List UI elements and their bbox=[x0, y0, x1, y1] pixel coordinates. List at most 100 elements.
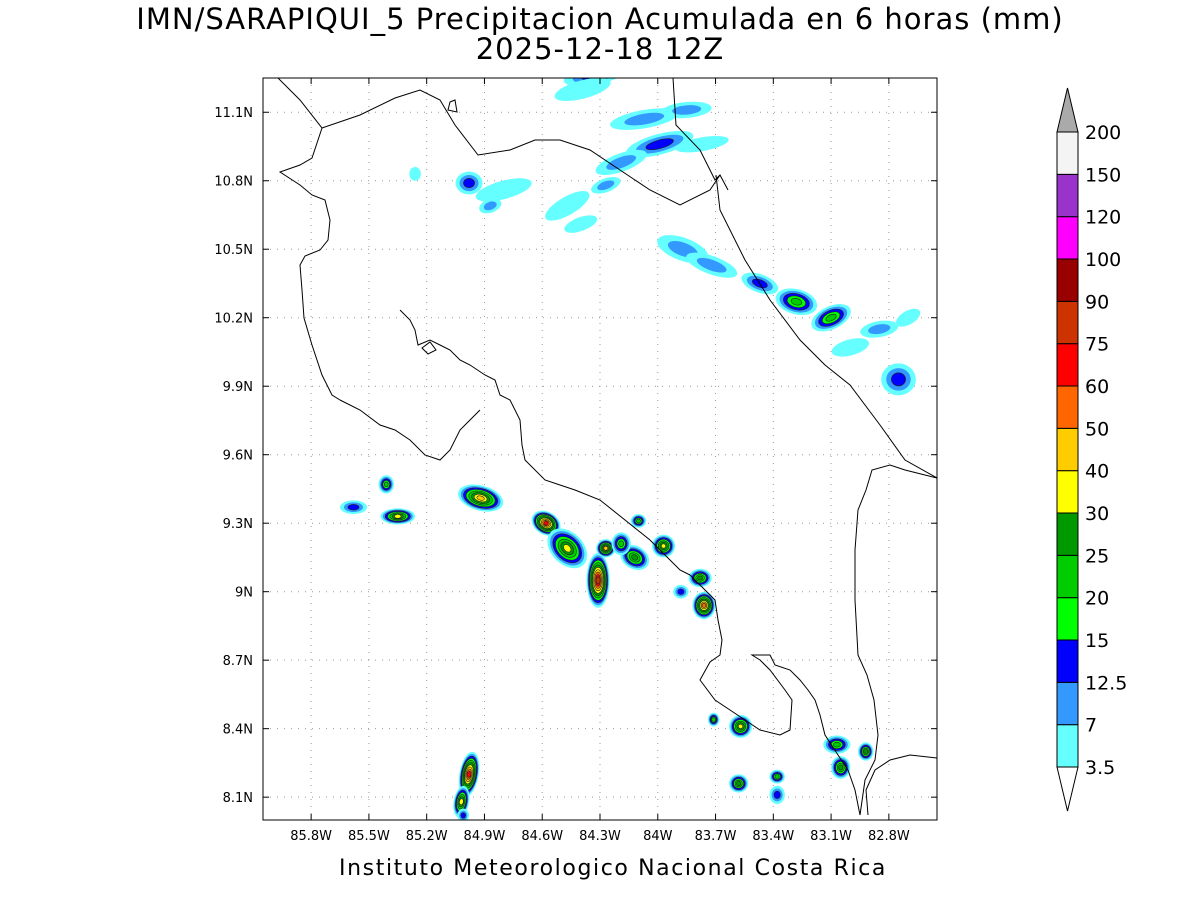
precip-contour bbox=[347, 504, 360, 511]
coastlines-and-borders bbox=[277, 78, 937, 816]
precip-cell bbox=[455, 171, 483, 195]
precip-cell bbox=[564, 215, 598, 233]
precip-contour bbox=[476, 495, 485, 501]
precip-cell bbox=[531, 510, 561, 536]
precip-contour bbox=[459, 798, 464, 806]
precip-cell bbox=[673, 584, 689, 599]
lat-tick-label: 8.7N bbox=[223, 654, 253, 669]
precip-cell bbox=[651, 534, 676, 558]
lon-tick-label: 83.1W bbox=[810, 829, 852, 844]
coastline-nicaragua-caribbean bbox=[672, 78, 729, 191]
colorbar-label: 7 bbox=[1085, 715, 1097, 737]
colorbar-label: 75 bbox=[1085, 334, 1109, 356]
precip-cell bbox=[729, 714, 753, 738]
precip-cell bbox=[686, 252, 738, 278]
precip-cell bbox=[378, 475, 394, 494]
colorbar-label: 15 bbox=[1085, 630, 1109, 652]
precip-contour bbox=[833, 741, 841, 748]
precip-contour bbox=[597, 180, 615, 191]
precip-contour bbox=[790, 297, 803, 306]
lat-tick-label: 8.1N bbox=[223, 791, 253, 806]
precip-contour bbox=[595, 576, 601, 584]
precip-contour bbox=[563, 544, 572, 553]
precip-cell bbox=[554, 78, 611, 101]
precip-cell bbox=[630, 514, 647, 528]
precip-contour bbox=[672, 105, 702, 115]
lon-tick-label: 84W bbox=[643, 829, 673, 844]
colorbar-swatch bbox=[1056, 343, 1079, 387]
lat-tick-label: 8.4N bbox=[223, 723, 253, 738]
precip-cell bbox=[895, 308, 921, 327]
lat-tick-label: 10.8N bbox=[214, 175, 253, 190]
border-nicaragua-costa-rica bbox=[321, 89, 721, 206]
coastline-nicaragua-pacific bbox=[277, 78, 341, 401]
island-gulf-nicoya bbox=[421, 341, 437, 355]
precip-contour bbox=[618, 540, 624, 548]
colorbar-label: 3.5 bbox=[1085, 757, 1115, 779]
precip-contour bbox=[831, 338, 870, 357]
lat-tick-label: 11.1N bbox=[214, 106, 253, 121]
precip-contour bbox=[675, 135, 729, 153]
colorbar-swatch bbox=[1056, 173, 1079, 218]
precip-contour bbox=[696, 257, 727, 273]
precip-contour bbox=[661, 543, 667, 549]
coastline-gulf-nicoya bbox=[399, 309, 691, 576]
precip-cell bbox=[769, 785, 785, 805]
precip-cell bbox=[591, 176, 621, 194]
lat-tick-label: 10.2N bbox=[214, 312, 253, 327]
precip-cell bbox=[458, 484, 504, 512]
colorbar-swatch bbox=[1056, 131, 1079, 175]
map-gridlines bbox=[263, 78, 937, 820]
colorbar-over-triangle bbox=[1056, 87, 1079, 133]
precip-contour bbox=[868, 324, 891, 335]
precip-contour bbox=[697, 575, 703, 581]
coastline-costa-rica-caribbean bbox=[715, 174, 937, 479]
colorbar-label: 200 bbox=[1085, 122, 1121, 144]
colorbar: 3.5 7 12.5 15 20 25 30 40 50 60 75 90 100 120 150 200 bbox=[1056, 87, 1127, 812]
precip-cell bbox=[458, 751, 480, 797]
precip-contour bbox=[463, 178, 475, 189]
precip-contour bbox=[409, 167, 421, 181]
precip-cell bbox=[860, 320, 899, 338]
precip-contour bbox=[825, 313, 837, 322]
precip-cell bbox=[769, 769, 785, 784]
coastline-pacific-south bbox=[689, 574, 861, 816]
axis-ticks: 85.8W 85.5W 85.2W 84.9W 84.6W 84.3W 84W 83.7W 83… bbox=[214, 78, 937, 844]
precip-cell bbox=[692, 591, 716, 620]
precip-contour bbox=[383, 481, 389, 488]
colorbar-swatch bbox=[1056, 216, 1079, 260]
precip-contour bbox=[895, 308, 921, 327]
lat-tick-label: 10.5N bbox=[214, 243, 253, 258]
colorbar-label: 20 bbox=[1085, 588, 1109, 610]
colorbar-label: 30 bbox=[1085, 503, 1109, 525]
lon-tick-label: 85.5W bbox=[348, 829, 390, 844]
colorbar-swatch bbox=[1056, 597, 1079, 641]
colorbar-swatch bbox=[1056, 470, 1079, 514]
credit-text: Instituto Meteorologico Nacional Costa R… bbox=[339, 856, 887, 881]
precip-cell bbox=[831, 756, 851, 779]
colorbar-swatch bbox=[1056, 554, 1079, 599]
map-datetime: 2025-12-18 12Z bbox=[475, 32, 725, 66]
precip-contour bbox=[543, 520, 549, 526]
precip-cell bbox=[586, 552, 610, 608]
precip-contour bbox=[738, 723, 744, 729]
precip-cell bbox=[881, 363, 916, 396]
island-lake-nicaragua bbox=[447, 99, 458, 113]
precip-contour bbox=[483, 201, 497, 211]
map-title: IMN/SARAPIQUI_5 Precipitacion Acumulada … bbox=[136, 2, 1064, 36]
lon-tick-label: 82.8W bbox=[868, 829, 910, 844]
precip-cell bbox=[729, 774, 749, 793]
colorbar-label: 40 bbox=[1085, 461, 1109, 483]
colorbar-swatch bbox=[1056, 724, 1079, 768]
precip-cell bbox=[675, 135, 729, 153]
precip-contour bbox=[460, 812, 466, 819]
precip-cell bbox=[545, 191, 590, 221]
precip-contour bbox=[475, 178, 532, 202]
colorbar-swatch bbox=[1056, 427, 1079, 472]
colorbar-label: 100 bbox=[1085, 249, 1121, 271]
precip-contour bbox=[863, 749, 869, 754]
colorbar-label: 60 bbox=[1085, 376, 1109, 398]
precip-contour bbox=[624, 112, 665, 126]
colorbar-swatch bbox=[1056, 512, 1079, 556]
